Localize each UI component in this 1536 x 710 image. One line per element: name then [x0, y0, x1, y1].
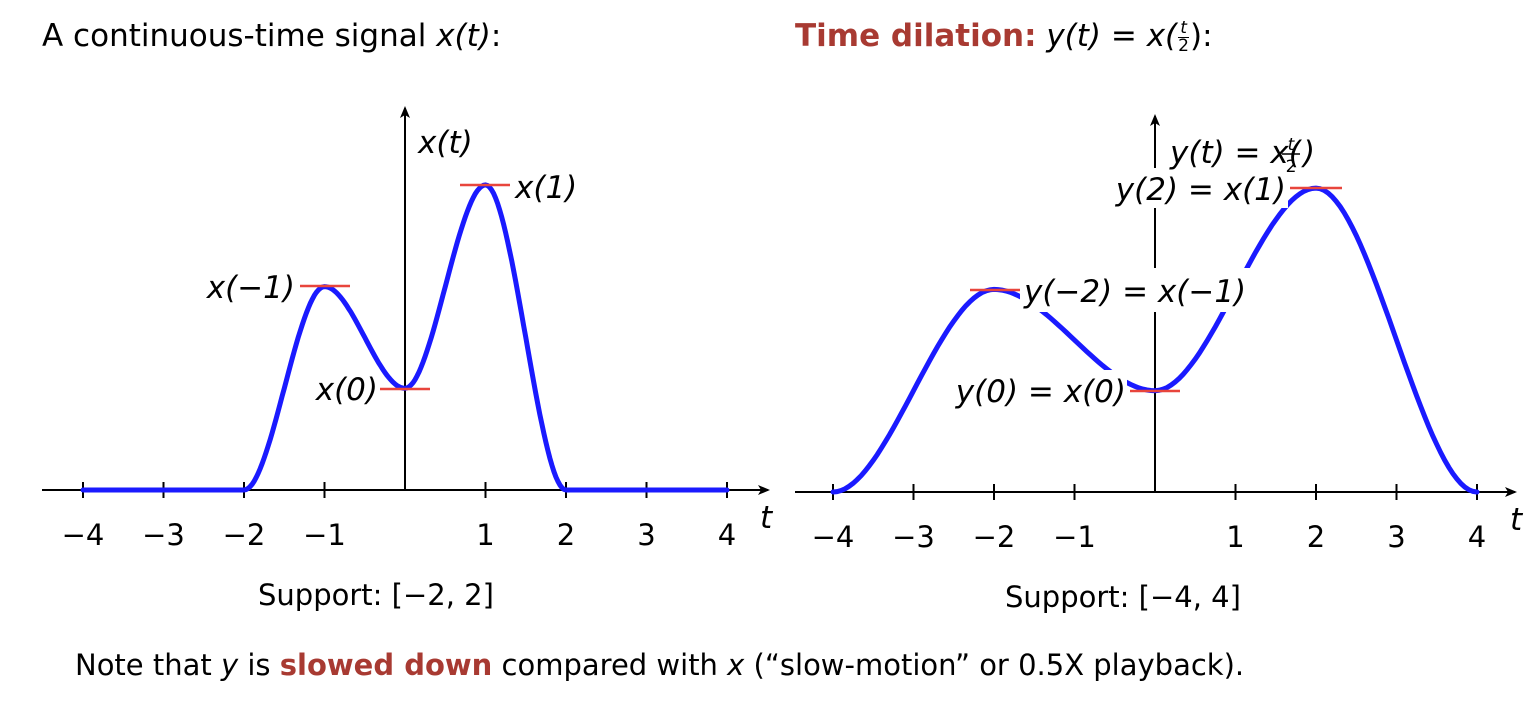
- right-support: Support: [−4, 4]: [1005, 580, 1241, 614]
- left-tick-labels: −4 −3 −2 −1 1 2 3 4: [62, 518, 737, 552]
- note-suffix: (“slow-motion” or 0.5X playback).: [744, 648, 1245, 682]
- right-x-var: t: [1510, 502, 1524, 538]
- right-label-y0-bg: [935, 370, 1127, 414]
- right-label-ym2-bg: [1020, 268, 1270, 312]
- note-mid1: is: [238, 648, 280, 682]
- right-support-value: [−4, 4]: [1138, 580, 1241, 614]
- right-title-frac-num: t: [1178, 19, 1189, 38]
- left-x-var: t: [760, 500, 774, 536]
- left-support-label: Support:: [258, 578, 383, 612]
- right-tick-label: 2: [1307, 520, 1325, 554]
- left-tick-label: 4: [718, 518, 736, 552]
- left-title-suffix: :: [490, 18, 502, 54]
- note-var-y: y: [220, 648, 239, 682]
- right-label-y2-bg: [1098, 168, 1288, 208]
- left-tick-label: −4: [62, 518, 105, 552]
- left-tick-label: 3: [637, 518, 655, 552]
- right-plot: −4 −3 −2 −1 1 2 3 4 y(t) = x( t 2 ) y(2) = x(1)…: [795, 114, 1524, 554]
- right-tick-label: −3: [892, 520, 935, 554]
- note-mid2: compared with: [492, 648, 728, 682]
- right-axis-label-close: ): [1301, 135, 1315, 171]
- left-marker-label-x0: x(0): [315, 372, 378, 408]
- right-title-math: y(t) = x(: [1046, 18, 1178, 54]
- left-marker-label-x1: x(1): [514, 170, 577, 206]
- left-tick-label: −1: [303, 518, 346, 552]
- right-ticks: [832, 484, 1478, 500]
- left-marker-label-xm1: x(−1): [206, 270, 295, 306]
- note-highlight: slowed down: [279, 648, 493, 682]
- left-tick-label: −2: [223, 518, 266, 552]
- left-tick-label: −3: [142, 518, 185, 552]
- right-title-highlight: Time dilation:: [795, 18, 1037, 54]
- left-title-text: A continuous-time signal: [42, 18, 437, 54]
- right-tick-label: 4: [1468, 520, 1486, 554]
- left-support: Support: [−2, 2]: [258, 578, 494, 612]
- right-title: Time dilation: y(t) = x(t 2):: [795, 18, 1213, 55]
- right-axis-label: y(t) = x(: [1169, 135, 1303, 171]
- right-marker-label-y0: y(0) = x(0): [955, 374, 1126, 410]
- right-tick-label: −2: [973, 520, 1016, 554]
- left-plot: −4 −3 −2 −1 1 2 3 4 x(t) x(1) x(−1) x(0) t: [42, 106, 774, 552]
- left-support-value: [−2, 2]: [391, 578, 494, 612]
- right-marker-label-ym2: y(−2) = x(−1): [1023, 274, 1246, 310]
- left-axis-label: x(t): [417, 125, 473, 161]
- right-tick-label: −1: [1053, 520, 1096, 554]
- right-title-suffix: ):: [1189, 18, 1213, 54]
- note-prefix: Note that: [75, 648, 221, 682]
- right-marker-label-y2: y(2) = x(1): [1115, 172, 1286, 208]
- right-tick-labels: −4 −3 −2 −1 1 2 3 4: [812, 520, 1487, 554]
- note-text: Note that y is slowed down compared with…: [75, 648, 1244, 682]
- right-title-frac-den: 2: [1178, 36, 1189, 56]
- left-tick-label: 2: [557, 518, 575, 552]
- note-var-x: x: [727, 648, 745, 682]
- right-tick-label: 1: [1226, 520, 1244, 554]
- left-title-math: x(t): [436, 18, 491, 54]
- right-tick-label: −4: [812, 520, 855, 554]
- right-tick-label: 3: [1387, 520, 1405, 554]
- right-axis-frac-den: 2: [1286, 157, 1297, 177]
- left-title: A continuous-time signal x(t):: [42, 18, 501, 54]
- left-tick-label: 1: [476, 518, 494, 552]
- right-support-label: Support:: [1005, 580, 1130, 614]
- right-axis-frac-num: t: [1288, 135, 1296, 155]
